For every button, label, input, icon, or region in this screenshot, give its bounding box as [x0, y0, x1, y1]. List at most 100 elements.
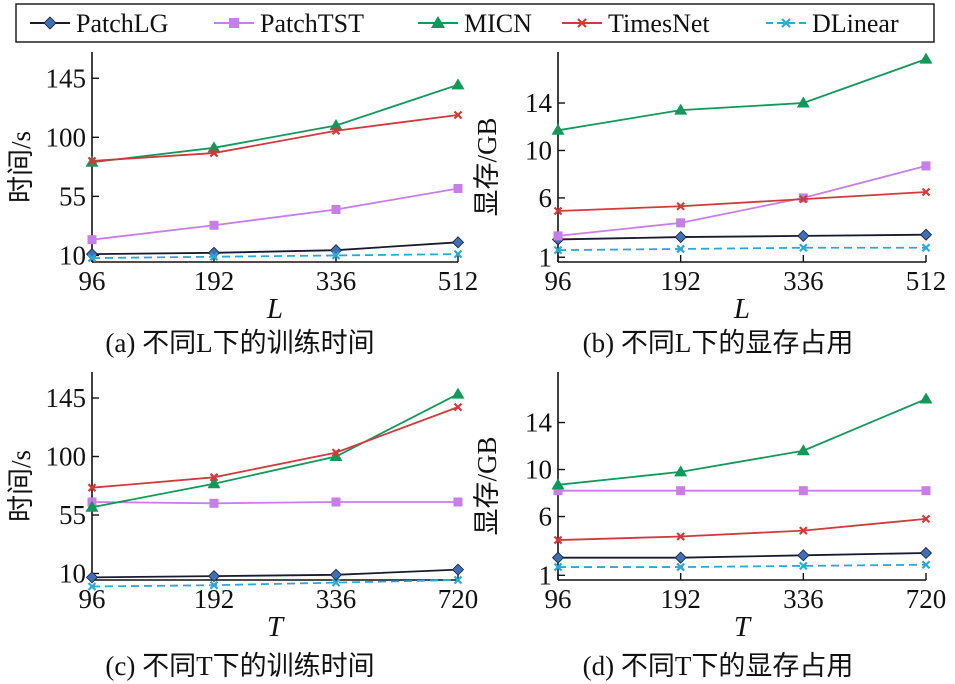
data-point [676, 562, 685, 572]
x-tick-label: 96 [545, 584, 572, 614]
data-point [553, 535, 563, 545]
x-tick-label: 512 [906, 266, 947, 296]
data-point [451, 236, 465, 249]
data-point [919, 52, 933, 64]
series-TimesNet [553, 514, 931, 545]
data-point [331, 205, 341, 214]
x-tick-label: 192 [194, 266, 235, 296]
series-TimesNet [553, 187, 931, 216]
data-point [87, 235, 97, 245]
data-point [799, 194, 808, 204]
legend-label: PatchTST [260, 9, 364, 38]
series-MICN [551, 392, 933, 490]
data-point [676, 201, 685, 211]
series-PatchTST [87, 184, 463, 245]
data-point [209, 220, 219, 230]
y-tick-label: 10 [59, 559, 86, 589]
series-DLinear [553, 243, 931, 255]
x-tick-label: 192 [660, 584, 701, 614]
panel-caption: (c) 不同T下的训练时间 [105, 651, 374, 681]
x-axis-label: T [267, 611, 285, 643]
legend-marker-triangle [431, 16, 445, 28]
series-line [91, 393, 459, 509]
data-point [921, 560, 931, 570]
y-tick-label: 100 [46, 442, 87, 472]
y-tick-label: 14 [525, 88, 553, 118]
series-line [557, 398, 927, 486]
chart-panel: 1 6 10 14 96 192 336 720 T 显存/GB (d) 不同T下的显存占用 [472, 372, 946, 681]
y-axis-label: 时间/s [6, 131, 36, 203]
data-point [676, 244, 685, 254]
series-DLinear [87, 249, 463, 263]
legend-marker-x [577, 18, 587, 28]
y-axis-label: 显存/GB [472, 436, 502, 535]
data-point [453, 575, 463, 585]
legend-item: DLinear [766, 9, 899, 38]
data-point [551, 551, 565, 564]
y-tick-label: 10 [525, 135, 552, 165]
data-point [674, 551, 687, 564]
legend-item: PatchLG [30, 9, 168, 38]
series-line [91, 114, 459, 162]
series-MICN [551, 52, 933, 135]
y-tick-label: 10 [525, 455, 552, 485]
x-axis-label: T [734, 611, 752, 643]
series-PatchLG [85, 236, 465, 261]
y-tick-label: 55 [59, 500, 86, 530]
x-tick-label: 96 [79, 266, 106, 296]
x-tick-label: 96 [545, 266, 572, 296]
y-tick-label: 145 [46, 383, 87, 413]
data-point [553, 562, 563, 572]
y-tick-label: 14 [525, 408, 553, 438]
data-point [797, 229, 810, 242]
series-line [557, 165, 927, 237]
data-point [207, 246, 221, 259]
data-point [799, 526, 808, 535]
panel-caption: (a) 不同L下的训练时间 [105, 328, 374, 358]
data-point [919, 228, 933, 241]
data-point [87, 253, 97, 263]
y-tick-label: 55 [59, 181, 86, 211]
series-DLinear [553, 560, 931, 572]
y-tick-label: 6 [539, 183, 553, 213]
x-tick-label: 336 [316, 266, 357, 296]
legend-item: TimesNet [562, 9, 710, 38]
series-line [558, 563, 927, 568]
data-point [921, 187, 931, 197]
series-PatchTST [553, 486, 931, 496]
data-point [921, 486, 931, 496]
data-point [796, 96, 810, 108]
data-point [551, 123, 565, 135]
data-point [209, 498, 219, 508]
data-point [453, 110, 463, 120]
data-point [674, 465, 688, 477]
data-point [85, 500, 99, 512]
series-PatchLG [85, 563, 465, 584]
series-line [91, 579, 459, 588]
chart-panel: 1 6 10 14 96 192 336 512 L 显存/GB (b) 不同L下的显存占用 [472, 52, 946, 358]
data-point [331, 578, 341, 587]
y-tick-label: 1 [539, 242, 553, 272]
series-line [91, 568, 459, 579]
data-point [553, 231, 563, 241]
series-line [557, 246, 926, 252]
data-point [451, 78, 465, 90]
chart-panel: 10 55 100 145 96 192 336 512 L 时间/s (a) 不同L下的训练时间 [6, 52, 478, 358]
series-line [557, 191, 927, 212]
data-point [331, 497, 341, 507]
data-point [919, 546, 933, 560]
series-MICN [85, 78, 465, 167]
x-tick-label: 512 [438, 266, 479, 296]
data-point [331, 126, 341, 136]
legend-item: MICN [418, 9, 532, 38]
data-point [799, 561, 808, 571]
y-tick-label: 145 [46, 63, 87, 93]
data-point [85, 248, 99, 261]
y-axis-label: 时间/s [6, 450, 36, 522]
data-point [553, 245, 563, 255]
series-line [557, 233, 927, 241]
series-line [557, 58, 927, 132]
series-PatchLG [551, 546, 933, 564]
